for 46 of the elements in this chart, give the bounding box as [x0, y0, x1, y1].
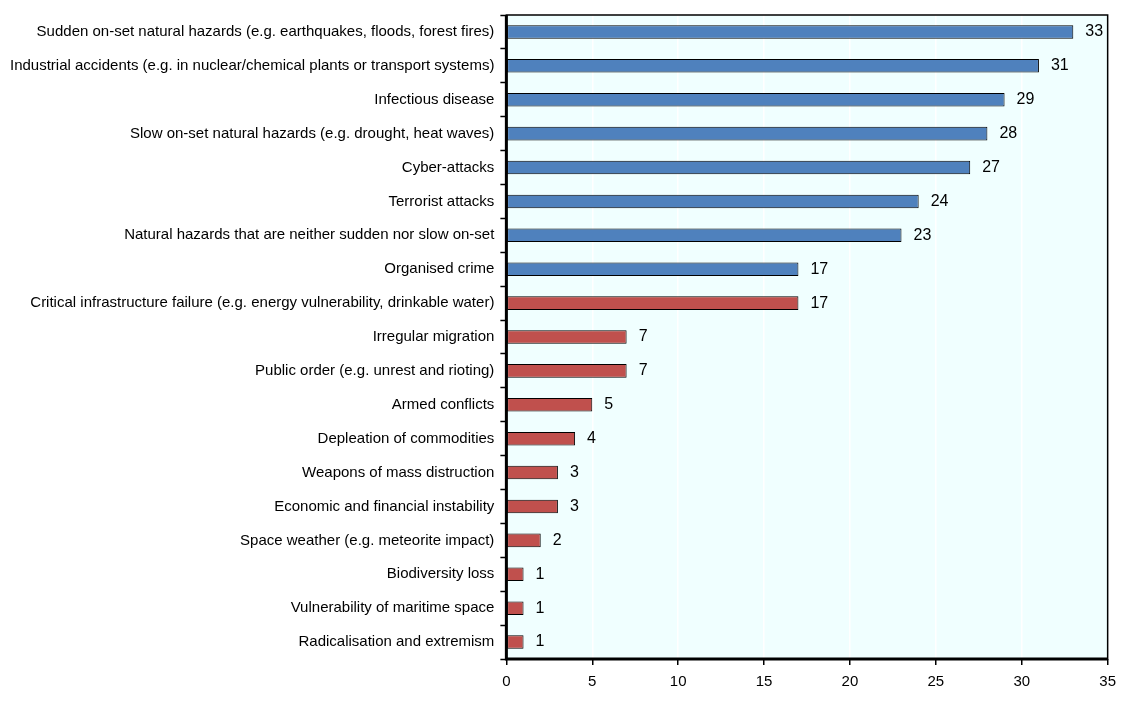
data-label: 31	[1050, 56, 1069, 74]
x-tick-label: 0	[502, 672, 511, 690]
data-label: 7	[638, 361, 648, 379]
y-tick-label: Weapons of mass distruction	[302, 462, 495, 480]
data-label: 28	[999, 124, 1018, 142]
x-tick-label: 25	[927, 672, 945, 690]
data-label: 4	[587, 429, 597, 447]
y-tick-label: Radicalisation and extremism	[298, 632, 495, 650]
x-tick-label: 30	[1013, 672, 1031, 690]
y-tick-label: Sudden on-set natural hazards (e.g. earthquakes, floods, forest fires)	[36, 22, 495, 40]
data-label: 1	[535, 564, 545, 582]
data-label: 29	[1016, 90, 1035, 108]
y-tick-label: Terrorist attacks	[388, 191, 495, 209]
y-tick-label: Cyber-attacks	[401, 157, 495, 175]
x-tick-label: 5	[588, 672, 597, 690]
data-label: 17	[810, 293, 829, 311]
data-label: 23	[913, 225, 932, 243]
y-tick-label: Industrial accidents (e.g. in nuclear/chemical plants or transport systems)	[10, 55, 495, 73]
y-tick-label: Infectious disease	[374, 89, 495, 107]
x-tick-label: 10	[669, 672, 687, 690]
y-tick-label: Economic and financial instability	[274, 496, 495, 514]
data-label: 3	[569, 462, 579, 480]
y-tick-label: Slow on-set natural hazards (e.g. drought, heat waves)	[130, 123, 495, 141]
data-label: 1	[535, 632, 545, 650]
data-label: 24	[930, 191, 949, 209]
y-tick-label: Irregular migration	[372, 327, 495, 345]
data-label: 3	[569, 496, 579, 514]
y-tick-label: Critical infrastructure failure (e.g. energy vulnerability, drinkable water)	[30, 293, 495, 311]
y-tick-label: Vulnerability of maritime space	[290, 598, 495, 616]
data-label: 33	[1085, 22, 1104, 40]
data-label: 27	[982, 157, 1001, 175]
x-tick-label: 15	[755, 672, 773, 690]
x-tick-label: 20	[841, 672, 859, 690]
y-tick-label: Armed conflicts	[391, 394, 495, 412]
data-label: 5	[604, 395, 614, 413]
y-tick-label: Biodiversity loss	[386, 564, 495, 582]
x-tick-label: 35	[1099, 672, 1116, 690]
data-label: 17	[810, 259, 829, 277]
y-tick-label: Natural hazards that are neither sudden nor slow on-set	[124, 225, 496, 243]
data-label: 2	[552, 530, 562, 548]
y-tick-label: Organised crime	[384, 259, 495, 277]
y-tick-label: Public order (e.g. unrest and rioting)	[255, 361, 495, 379]
data-label: 1	[535, 598, 545, 616]
data-label: 7	[638, 327, 648, 345]
y-tick-label: Depleation of commodities	[317, 428, 495, 446]
y-tick-label: Space weather (e.g. meteorite impact)	[240, 530, 495, 548]
